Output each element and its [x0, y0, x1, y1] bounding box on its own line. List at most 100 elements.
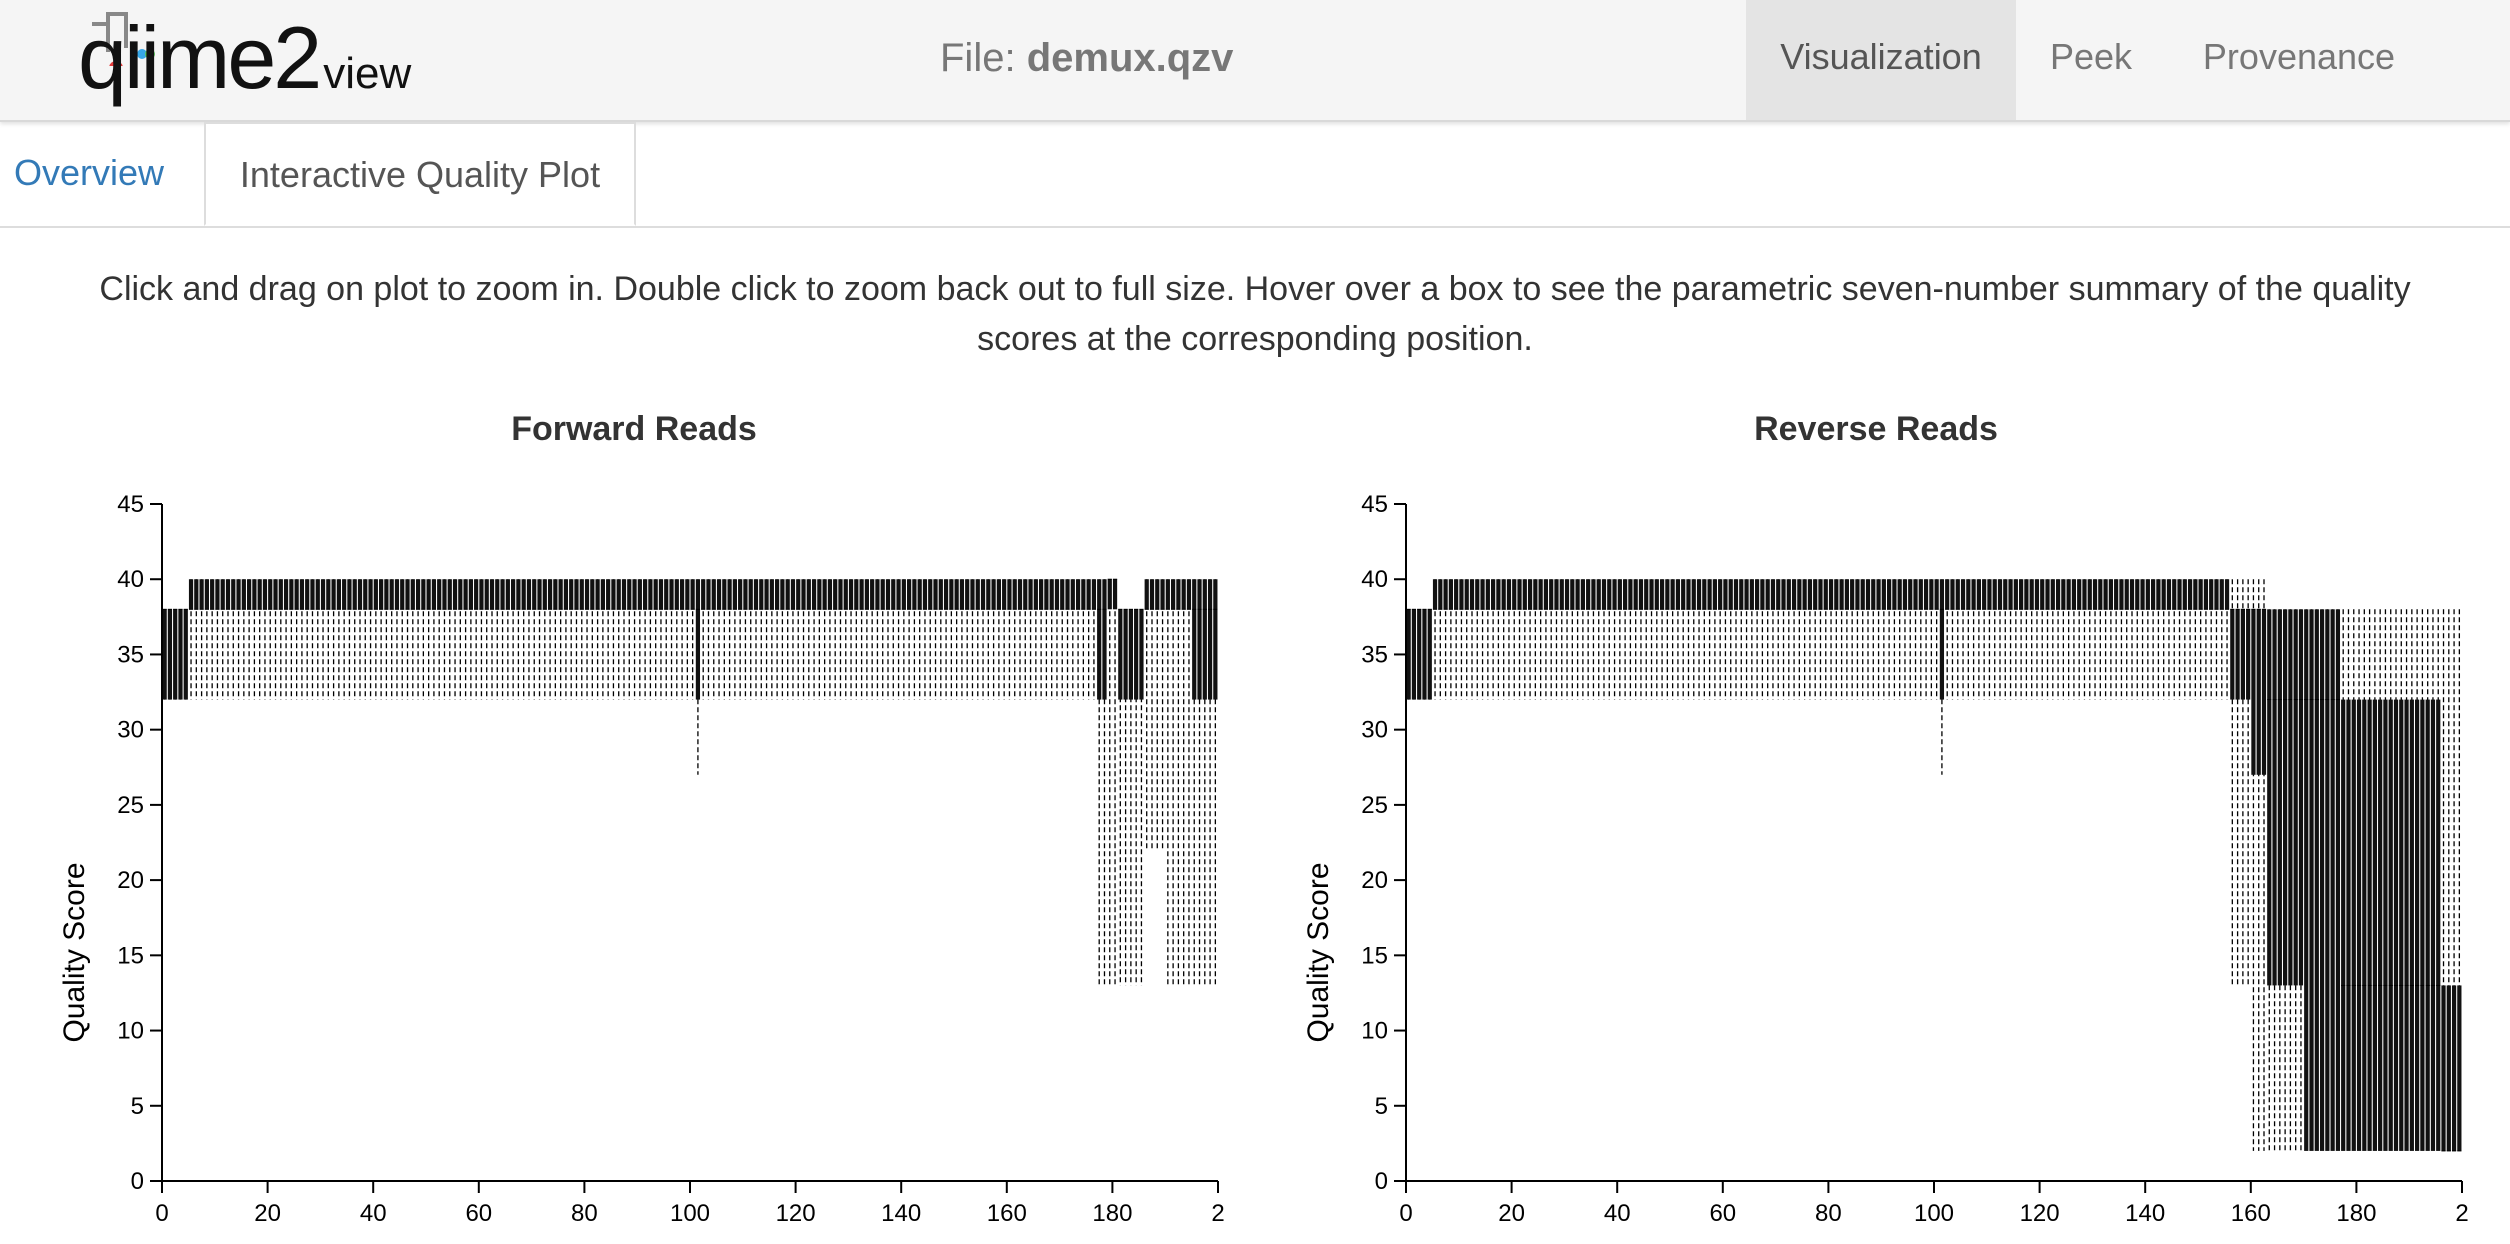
quality-box[interactable] — [511, 579, 516, 610]
quality-box[interactable] — [194, 579, 199, 610]
quality-box[interactable] — [1417, 609, 1422, 700]
quality-box[interactable] — [1517, 579, 1522, 610]
quality-box[interactable] — [368, 579, 373, 610]
quality-box[interactable] — [1549, 579, 1554, 610]
quality-box[interactable] — [553, 579, 558, 610]
quality-box[interactable] — [785, 579, 790, 610]
quality-box[interactable] — [2066, 579, 2071, 610]
tab-peek[interactable]: Peek — [2049, 36, 2133, 77]
quality-box[interactable] — [447, 579, 452, 610]
quality-box[interactable] — [2008, 579, 2013, 610]
quality-box[interactable] — [1934, 579, 1939, 610]
quality-box[interactable] — [2013, 579, 2018, 610]
quality-box[interactable] — [563, 579, 569, 610]
quality-box[interactable] — [574, 579, 579, 610]
quality-box[interactable] — [1464, 579, 1469, 610]
quality-box[interactable] — [1987, 579, 1992, 610]
quality-box[interactable] — [1612, 579, 1617, 610]
quality-box[interactable] — [2087, 579, 2092, 610]
quality-box[interactable] — [1448, 579, 1453, 610]
quality-box[interactable] — [400, 579, 405, 610]
quality-box[interactable] — [711, 579, 716, 610]
quality-box[interactable] — [769, 579, 774, 610]
quality-box[interactable] — [542, 579, 547, 610]
quality-box[interactable] — [817, 579, 822, 610]
quality-box[interactable] — [880, 579, 885, 610]
quality-box[interactable] — [2140, 579, 2145, 610]
quality-box[interactable] — [1929, 579, 1934, 610]
quality-box[interactable] — [1797, 579, 1802, 610]
quality-box[interactable] — [970, 579, 975, 610]
quality-box[interactable] — [1543, 579, 1549, 610]
quality-box[interactable] — [2446, 985, 2451, 1151]
quality-box[interactable] — [474, 579, 479, 610]
quality-box[interactable] — [1459, 579, 1464, 610]
quality-box[interactable] — [500, 579, 505, 610]
quality-box[interactable] — [289, 579, 294, 610]
quality-box[interactable] — [2378, 699, 2383, 1151]
quality-box[interactable] — [1828, 579, 1834, 610]
quality-box[interactable] — [1411, 609, 1417, 700]
quality-box[interactable] — [2224, 579, 2230, 610]
quality-box[interactable] — [2267, 609, 2272, 986]
quality-box[interactable] — [1192, 579, 1197, 700]
quality-box[interactable] — [843, 579, 848, 610]
quality-box[interactable] — [421, 579, 426, 610]
quality-box[interactable] — [1802, 579, 1807, 610]
quality-box[interactable] — [1659, 579, 1665, 610]
quality-box[interactable] — [2045, 579, 2050, 610]
quality-box[interactable] — [2077, 579, 2082, 610]
quality-box[interactable] — [1955, 579, 1960, 610]
quality-box[interactable] — [885, 579, 891, 610]
quality-box[interactable] — [1855, 579, 1860, 610]
quality-box[interactable] — [2003, 579, 2008, 610]
quality-box[interactable] — [1617, 579, 1622, 610]
quality-box[interactable] — [2108, 579, 2113, 610]
quality-box[interactable] — [2425, 699, 2430, 1151]
quality-box[interactable] — [2119, 579, 2124, 610]
quality-box[interactable] — [1575, 579, 1580, 610]
quality-box[interactable] — [2298, 609, 2304, 986]
quality-box[interactable] — [1702, 579, 1707, 610]
quality-box[interactable] — [1686, 579, 1691, 610]
quality-box[interactable] — [1144, 579, 1149, 610]
quality-box[interactable] — [1070, 579, 1075, 610]
quality-box[interactable] — [1760, 579, 1765, 610]
quality-box[interactable] — [1097, 579, 1102, 700]
quality-box[interactable] — [2235, 609, 2240, 700]
quality-box[interactable] — [2330, 609, 2335, 1151]
quality-box[interactable] — [2172, 579, 2177, 610]
quality-box[interactable] — [1818, 579, 1823, 610]
quality-box[interactable] — [1149, 579, 1155, 610]
quality-box[interactable] — [643, 579, 648, 610]
quality-box[interactable] — [331, 579, 336, 610]
quality-box[interactable] — [621, 579, 627, 610]
quality-box[interactable] — [405, 579, 410, 610]
quality-box[interactable] — [210, 579, 215, 610]
quality-box[interactable] — [959, 579, 965, 610]
quality-box[interactable] — [716, 579, 722, 610]
quality-box[interactable] — [590, 579, 595, 610]
quality-box[interactable] — [801, 579, 806, 610]
quality-box[interactable] — [268, 579, 273, 610]
quality-box[interactable] — [521, 579, 526, 610]
quality-box[interactable] — [606, 579, 611, 610]
tab-interactive-quality-plot[interactable]: Interactive Quality Plot — [204, 122, 636, 226]
quality-box[interactable] — [806, 579, 811, 610]
quality-box[interactable] — [532, 579, 537, 610]
quality-box[interactable] — [252, 579, 257, 610]
quality-box[interactable] — [1897, 579, 1902, 610]
quality-box[interactable] — [1601, 579, 1607, 610]
quality-boxes[interactable] — [1406, 579, 2462, 1152]
quality-box[interactable] — [1591, 579, 1596, 610]
quality-box[interactable] — [1432, 579, 1438, 610]
quality-box[interactable] — [1091, 579, 1097, 610]
quality-box[interactable] — [463, 579, 468, 610]
quality-box[interactable] — [516, 579, 521, 610]
quality-box[interactable] — [410, 579, 415, 610]
quality-box[interactable] — [1718, 579, 1723, 610]
quality-box[interactable] — [1181, 579, 1186, 610]
quality-box[interactable] — [1945, 579, 1950, 610]
quality-box[interactable] — [384, 579, 389, 610]
quality-box[interactable] — [579, 579, 584, 610]
